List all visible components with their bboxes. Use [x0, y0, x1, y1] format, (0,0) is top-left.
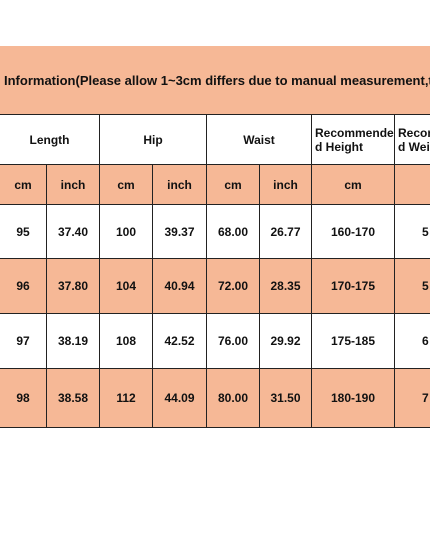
- data-cell: 180-190: [312, 369, 395, 428]
- table-title: Information(Please allow 1~3cm differs d…: [0, 46, 430, 115]
- data-cell: 5: [395, 259, 430, 314]
- data-cell: 108: [100, 314, 153, 369]
- data-cell: 7: [395, 369, 430, 428]
- data-cell: 38.19: [47, 314, 100, 369]
- data-cell: 160-170: [312, 205, 395, 259]
- data-cell: 29.92: [260, 314, 312, 369]
- data-cell: 6: [395, 314, 430, 369]
- data-cell: 42.52: [153, 314, 207, 369]
- data-cell: 170-175: [312, 259, 395, 314]
- data-cell: 37.80: [47, 259, 100, 314]
- data-cell: 68.00: [207, 205, 260, 259]
- header-cell: Length: [0, 115, 100, 165]
- unit-cell: [395, 165, 430, 205]
- unit-cell: inch: [260, 165, 312, 205]
- header-cell: Waist: [207, 115, 312, 165]
- unit-cell: inch: [153, 165, 207, 205]
- header-cell: Hip: [100, 115, 207, 165]
- data-cell: 112: [100, 369, 153, 428]
- data-cell: 37.40: [47, 205, 100, 259]
- unit-cell: inch: [47, 165, 100, 205]
- data-cell: 76.00: [207, 314, 260, 369]
- data-cell: 5: [395, 205, 430, 259]
- data-cell: 175-185: [312, 314, 395, 369]
- data-cell: 72.00: [207, 259, 260, 314]
- data-cell: 38.58: [47, 369, 100, 428]
- unit-cell: cm: [0, 165, 47, 205]
- data-cell: 95: [0, 205, 47, 259]
- unit-cell: cm: [100, 165, 153, 205]
- data-cell: 31.50: [260, 369, 312, 428]
- data-cell: 97: [0, 314, 47, 369]
- data-cell: 26.77: [260, 205, 312, 259]
- data-cell: 39.37: [153, 205, 207, 259]
- unit-cell: cm: [312, 165, 395, 205]
- data-cell: 96: [0, 259, 47, 314]
- unit-cell: cm: [207, 165, 260, 205]
- data-cell: 104: [100, 259, 153, 314]
- data-cell: 40.94: [153, 259, 207, 314]
- data-cell: 44.09: [153, 369, 207, 428]
- header-cell: Recommende d Weight: [395, 115, 430, 165]
- data-cell: 100: [100, 205, 153, 259]
- header-cell: Recommende d Height: [312, 115, 395, 165]
- data-cell: 28.35: [260, 259, 312, 314]
- data-cell: 80.00: [207, 369, 260, 428]
- data-cell: 98: [0, 369, 47, 428]
